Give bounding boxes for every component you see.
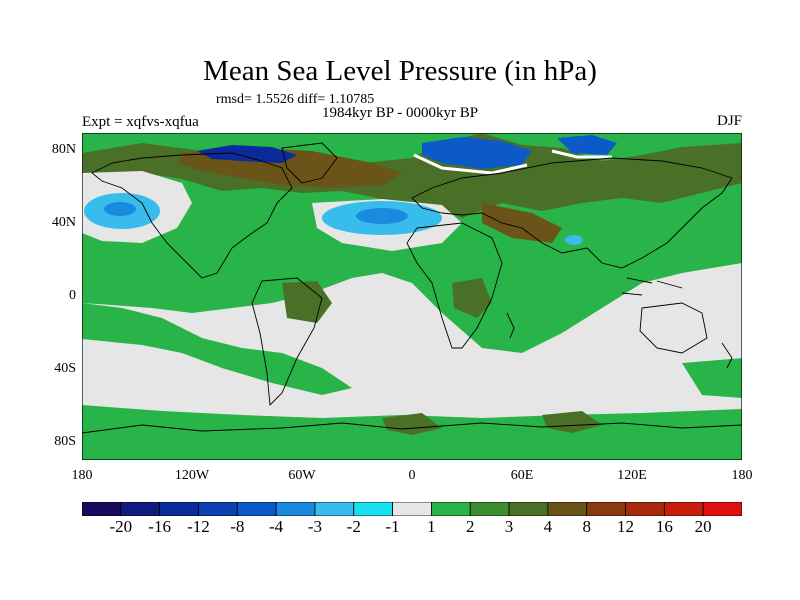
lon-label-120w: 120W — [174, 468, 210, 483]
colorbar-swatch — [586, 502, 626, 516]
coastlines — [82, 142, 742, 434]
colorbar-label: 12 — [617, 517, 635, 536]
colorbar-label: -16 — [148, 517, 171, 536]
colorbar-swatch — [82, 502, 122, 516]
anomaly-blue-pacific — [104, 202, 136, 216]
colorbar-swatch — [275, 502, 316, 516]
lat-label-40s: 40S — [54, 361, 76, 376]
colorbar-label: -1 — [385, 517, 400, 536]
colorbar-label: -12 — [187, 517, 210, 536]
anomaly-white-edge — [413, 149, 612, 175]
lon-label-180e: 180 — [731, 468, 753, 483]
colorbar-swatch — [198, 502, 238, 516]
lat-label-0: 0 — [69, 288, 76, 303]
colorbar-label: -4 — [269, 517, 284, 536]
anomaly-brown-southamerica — [282, 281, 332, 323]
coast-antarctica — [82, 422, 742, 434]
anomaly-lightblue-asia — [565, 235, 583, 245]
anomaly-olive-north — [82, 133, 742, 218]
colorbar-swatch — [353, 502, 393, 516]
colorbar-swatch — [547, 502, 588, 516]
colorbar-label: 16 — [655, 517, 673, 536]
anomaly-blue-arctic-west — [197, 145, 297, 163]
coast-madagascar — [506, 312, 515, 339]
colorbar-swatch — [663, 502, 704, 516]
anomaly-green-southwest — [82, 303, 352, 395]
anomaly-blue-arctic-east — [422, 137, 532, 169]
chart-title: Mean Sea Level Pressure (in hPa) — [203, 55, 597, 87]
coast-north-america — [91, 152, 293, 279]
colorbar-label: 4 — [543, 517, 553, 536]
anomaly-brown-eurasia — [482, 203, 562, 243]
anomaly-blue-arctic-far — [557, 135, 617, 155]
colorbar-label: 3 — [504, 517, 514, 536]
coast-europe-asia — [411, 157, 733, 269]
colorbar-label: -3 — [307, 517, 323, 536]
lat-label-40n: 40N — [51, 215, 76, 230]
period-label: 1984kyr BP - 0000kyr BP — [322, 105, 479, 121]
colorbar-label: 2 — [465, 517, 475, 536]
anomaly-brown-south2 — [542, 411, 602, 433]
anomaly-brown-south — [382, 413, 442, 435]
coast-australia — [639, 302, 708, 354]
lat-label-80s: 80S — [54, 434, 76, 449]
pressure-map — [82, 133, 742, 460]
colorbar — [82, 502, 742, 516]
anomaly-brown-africa — [452, 278, 492, 318]
season-label: DJF — [716, 113, 742, 129]
coast-newzealand — [721, 342, 733, 369]
coast-africa — [406, 222, 503, 349]
colorbar-label: -20 — [109, 517, 133, 536]
colorbar-swatch — [120, 502, 161, 516]
coast-greenland — [281, 142, 338, 184]
colorbar-swatch — [159, 502, 199, 516]
colorbar-label: 1 — [427, 517, 436, 536]
colorbar-swatch — [314, 502, 355, 516]
lon-label-0: 0 — [408, 468, 416, 483]
lon-label-60e: 60E — [510, 468, 534, 483]
colorbar-swatch — [702, 502, 742, 516]
experiment-label: Expt = xqfvs-xqfua — [82, 114, 199, 130]
colorbar-label: -2 — [346, 517, 361, 536]
coast-south-america — [251, 277, 323, 406]
lon-label-180w: 180 — [71, 468, 93, 483]
colorbar-label: -8 — [230, 517, 245, 536]
colorbar-swatch — [392, 502, 432, 516]
colorbar-label: 20 — [694, 517, 712, 536]
colorbar-swatch — [508, 502, 549, 516]
colorbar-swatch — [469, 502, 510, 516]
colorbar-swatch — [236, 502, 277, 516]
colorbar-swatch — [431, 502, 471, 516]
colorbar-label: 8 — [582, 517, 591, 536]
coast-indonesia — [621, 277, 683, 296]
lon-label-60w: 60W — [288, 468, 316, 483]
lon-label-120e: 120E — [617, 468, 647, 483]
stats-label: rmsd= 1.5526 diff= 1.10785 — [216, 92, 375, 107]
colorbar-swatch — [625, 502, 665, 516]
lat-label-80n: 80N — [51, 142, 76, 157]
anomaly-blue-atlantic — [356, 208, 408, 224]
